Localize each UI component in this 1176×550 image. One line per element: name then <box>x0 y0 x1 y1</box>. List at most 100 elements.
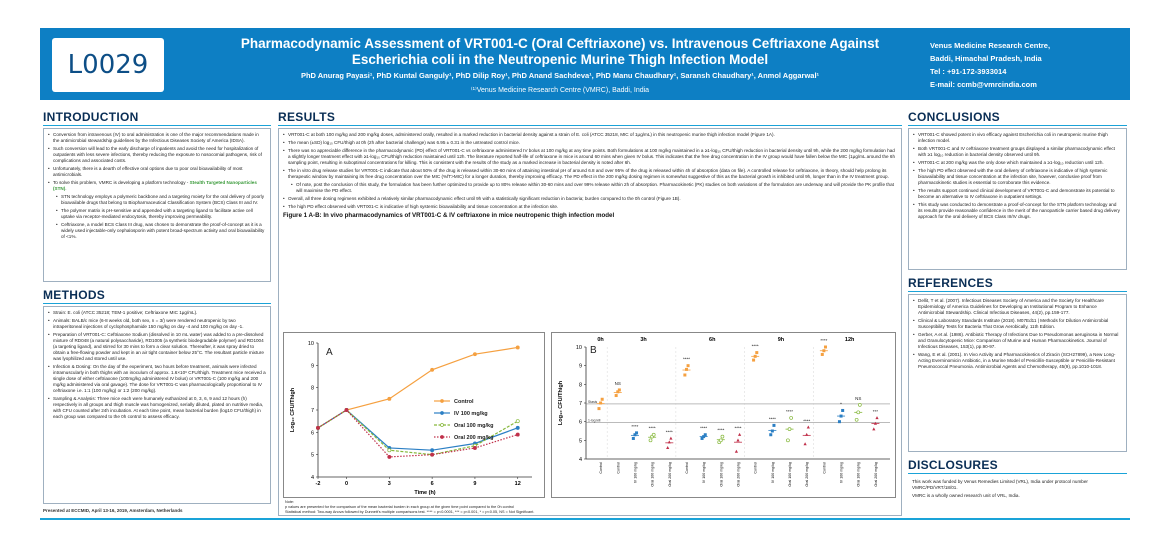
left-column: INTRODUCTION Conversion from intravenous… <box>43 110 271 504</box>
data-point <box>786 438 790 443</box>
list-item: VRT001-C at 200 mg/kg was the only dose … <box>913 160 1122 166</box>
figure-panel-b: B 4 5 6 7 8 9 10 Log₁₀ CFU/Thigh 1-log kill Stasis… <box>551 332 896 498</box>
series-line <box>317 409 518 458</box>
y-tick-label: 6 <box>311 430 314 436</box>
list-item: The in vitro drug release studies for VR… <box>283 168 897 180</box>
x-tick-label: 0 <box>345 481 348 487</box>
reference-label: Stasis <box>588 400 598 404</box>
y-tick-label: 9 <box>579 364 582 370</box>
legend-label: Oral 100 mg/kg <box>454 423 493 429</box>
data-point <box>686 364 690 368</box>
results-list: VRT001-C at both 100 mg/kg and 200 mg/kg… <box>283 132 897 210</box>
significance-label: NS <box>615 381 621 386</box>
list-item: This study was conducted to demonstrate … <box>913 202 1122 220</box>
list-item: The polymer matrix is pH-sensitive and a… <box>56 208 266 220</box>
list-item: The results support continued clinical d… <box>913 188 1122 200</box>
footer-note: Presented at ECCMID, April 13-16, 2019, … <box>43 508 183 513</box>
list-item: VRT001-C at both 100 mg/kg and 200 mg/kg… <box>283 132 897 138</box>
list-item: Animals: BALB/c mice (6-8 weeks old, bot… <box>48 318 266 330</box>
data-point <box>515 345 520 350</box>
list-item: To solve this problem, VMRC is developin… <box>48 180 266 192</box>
legend-marker <box>440 423 444 427</box>
data-point <box>600 397 604 401</box>
introduction-heading: INTRODUCTION <box>43 110 271 126</box>
contact-phone: Tel : +91-172-3933014 <box>930 67 1007 76</box>
y-tick-label: 8 <box>579 382 582 388</box>
data-point <box>718 438 723 443</box>
category-label: IV 100 mg/kg <box>702 462 706 483</box>
list-item: The high PD effect observed with the ora… <box>913 168 1122 186</box>
y-tick-label: 7 <box>311 408 314 414</box>
significance-label: **** <box>700 426 707 431</box>
disclosures-box: This work was funded by Venus Remedies L… <box>908 476 1127 524</box>
time-group-label: 0h <box>597 337 604 343</box>
data-point <box>702 435 706 439</box>
list-item: The mean (±SD) log₁₀ CFU/thigh at 0h (2h… <box>283 140 897 146</box>
contact-line: Baddi, Himachal Pradesh, India <box>930 54 1042 63</box>
time-group-label: 3h <box>640 337 647 343</box>
data-point <box>651 432 656 437</box>
center-column: RESULTS VRT001-C at both 100 mg/kg and 2… <box>278 110 902 516</box>
category-label: Oral 100 mg/kg <box>788 462 792 487</box>
data-point <box>430 452 435 457</box>
conclusions-heading: CONCLUSIONS <box>908 110 1127 126</box>
category-label: Control <box>616 462 620 474</box>
methods-list: Strain: E. coli (ATCC 35218; TEM-1 posit… <box>48 310 266 420</box>
significance-label: **** <box>631 424 638 429</box>
data-point <box>734 449 738 453</box>
figure-note: Statistical method: Two-way Anova follow… <box>285 510 535 514</box>
results-box: VRT001-C at both 100 mg/kg and 200 mg/kg… <box>278 128 902 516</box>
legend-label: Control <box>454 399 474 405</box>
data-point <box>837 420 841 424</box>
time-group-label: 9h <box>778 337 785 343</box>
category-label: Oral 100 mg/kg <box>651 462 655 487</box>
data-point <box>789 416 793 420</box>
y-tick-label: 10 <box>576 345 582 351</box>
list-item: Both VRT001-C and IV ceftriaxone treatme… <box>913 146 1122 158</box>
data-point <box>854 417 859 422</box>
data-point <box>873 421 878 425</box>
list-item: STN technology employs a polymeric backb… <box>56 194 266 206</box>
figure-note: p values are presented for the compariso… <box>285 505 515 509</box>
data-point <box>752 358 756 362</box>
conclusions-list: VRT001-C showed potent in vivo efficacy … <box>913 132 1122 220</box>
x-tick-label: 6 <box>431 481 434 487</box>
x-tick-label: 3 <box>388 481 391 487</box>
data-point <box>648 438 653 443</box>
conclusions-box: VRT001-C showed potent in vivo efficacy … <box>908 128 1127 270</box>
significance-label: **** <box>734 426 741 431</box>
significance-label: * <box>840 401 842 406</box>
data-point <box>772 423 776 427</box>
y-tick-label: 8 <box>311 386 314 392</box>
category-label: Oral 200 mg/kg <box>874 462 878 487</box>
data-point <box>515 432 520 437</box>
y-axis-label: Log₁₀ CFU/Thigh <box>558 380 564 425</box>
list-item: Dellit, T et al. (2007). Infectious Dise… <box>913 298 1122 316</box>
data-point <box>738 432 742 436</box>
data-point <box>667 440 671 444</box>
x-tick-label: 9 <box>473 481 476 487</box>
disclosure-text: VMRC is a wholly owned research unit of … <box>912 493 1020 498</box>
contact-info: Venus Medicine Research Centre, Baddi, H… <box>930 40 1120 92</box>
data-point <box>805 432 809 436</box>
data-point <box>599 401 603 405</box>
data-point <box>720 434 725 439</box>
category-label: IV 100 mg/kg <box>771 462 775 483</box>
series-line <box>317 346 518 429</box>
category-label: Oral 200 mg/kg <box>737 462 741 487</box>
poster-authors: PhD Anurag Payasi¹, PhD Kuntal Ganguly¹,… <box>300 71 820 80</box>
category-label: Oral 100 mg/kg <box>857 462 861 487</box>
contact-email[interactable]: E-mail: ccmb@vmrcindia.com <box>930 80 1037 89</box>
panel-b-chart: B 4 5 6 7 8 9 10 Log₁₀ CFU/Thigh 1-log kill Stasis… <box>558 337 890 487</box>
category-label: Oral 100 mg/kg <box>719 462 723 487</box>
data-point <box>770 429 774 433</box>
y-axis-label: Log₁₀ CFU/Thigh <box>290 387 296 432</box>
panel-label: B <box>590 345 597 356</box>
data-point <box>669 436 673 440</box>
list-item: Unfortunately, there is a dearth of effe… <box>48 166 266 178</box>
list-item: Strain: E. coli (ATCC 35218; TEM-1 posit… <box>48 310 266 316</box>
disclosures-heading: DISCLOSURES <box>908 458 1127 474</box>
list-item: Infection & Dosing: On the day of the ex… <box>48 364 266 394</box>
x-axis-label: Time (h) <box>414 490 435 496</box>
y-tick-label: 6 <box>579 420 582 426</box>
